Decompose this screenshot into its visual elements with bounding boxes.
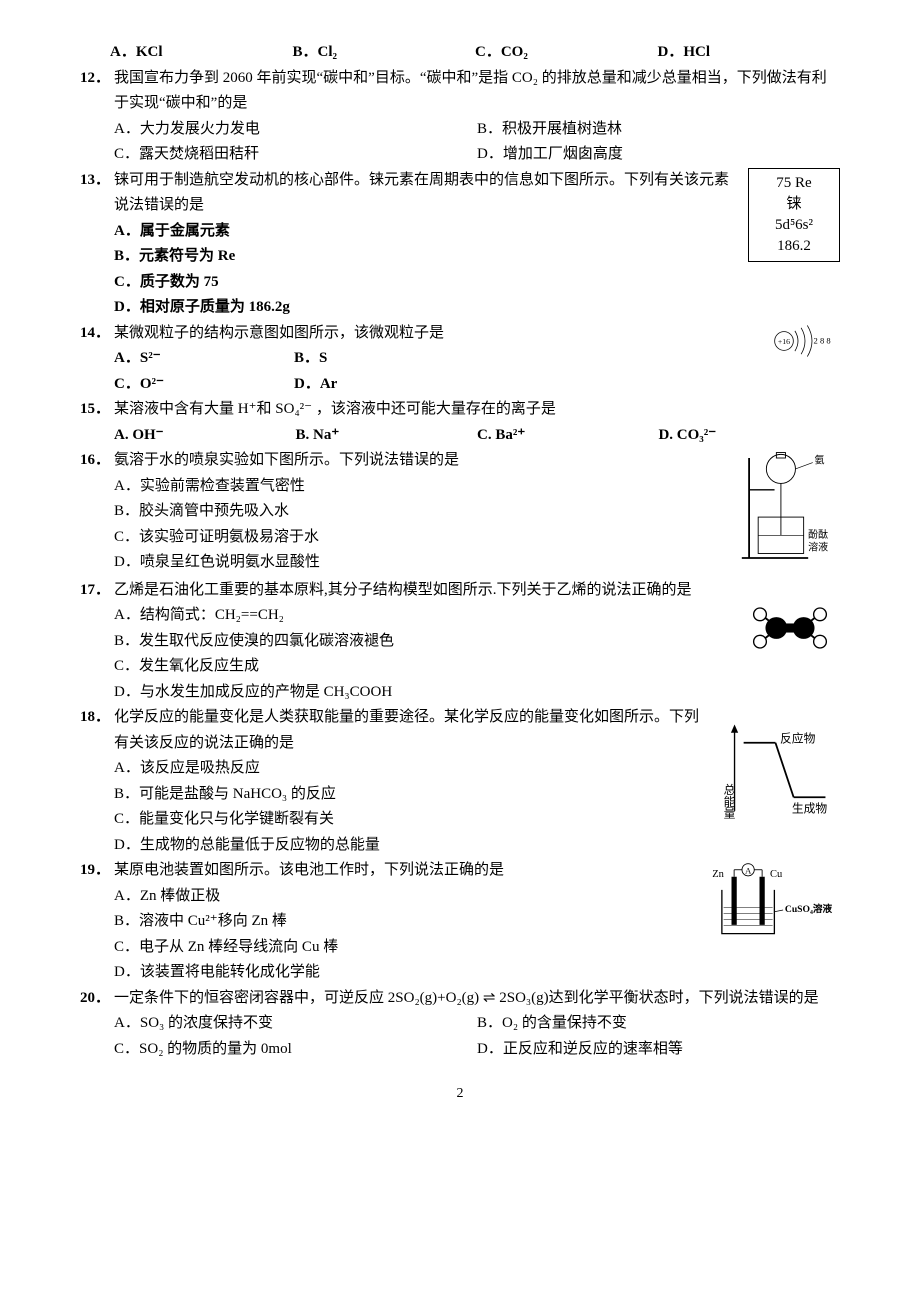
q13-stem: 铼可用于制造航空发动机的核心部件。铼元素在周期表中的信息如下图所示。下列有关该元… (114, 168, 840, 219)
q14-opt-c: C．O²⁻ (114, 372, 294, 398)
page-number: 2 (80, 1082, 840, 1106)
q11-opt-d: D．HCl (658, 40, 841, 66)
atom-shells-label: 2 8 8 (814, 335, 831, 345)
fig-label-ammonia: 氨 (815, 453, 825, 466)
q12-opt-d: D．增加工厂烟囱高度 (477, 142, 840, 168)
q13: 13． 75 Re 铼 5d⁵6s² 186.2 铼可用于制造航空发动机的核心部… (80, 168, 840, 321)
box-line4: 186.2 (749, 236, 839, 257)
q15-opt-c: C. Ba²⁺ (477, 423, 658, 449)
q14-stem: 某微观粒子的结构示意图如图所示，该微观粒子是 (114, 321, 840, 347)
q13-opt-b: B．元素符号为 Re (114, 244, 840, 270)
q16-opt-d: D．喷泉呈红色说明氨水显酸性 (114, 550, 840, 576)
q20-opt-b: B．O₂ 的含量保持不变 (477, 1011, 840, 1037)
q14-opt-a: A．S²⁻ (114, 346, 294, 372)
q14-opt-d: D．Ar (294, 372, 474, 398)
q12-stem: 我国宣布力争到 2060 年前实现“碳中和”目标。“碳中和”是指 CO₂ 的排放… (114, 66, 840, 117)
battery-diagram-icon: A Zn Cu CuSO₄溶液 (700, 858, 840, 958)
q16-opt-a: A．实验前需检查装置气密性 (114, 474, 840, 500)
q15-opt-a: A. OH⁻ (114, 423, 295, 449)
q17-opt-d: D．与水发生加成反应的产物是 CH₃COOH (114, 680, 840, 706)
energy-products: 生成物 (792, 802, 828, 816)
q17-opt-c: C．发生氧化反应生成 (114, 654, 840, 680)
energy-diagram-icon: 总能量 反应物 生成物 (720, 720, 840, 830)
q17-number: 17． (80, 578, 110, 604)
q20-opt-c: C．SO₂ 的物质的量为 0mol (114, 1037, 477, 1063)
q20-opt-d: D．正反应和逆反应的速率相等 (477, 1037, 840, 1063)
q17-opt-b: B．发生取代反应使溴的四氯化碳溶液褪色 (114, 629, 840, 655)
q19: 19． A Zn (80, 858, 840, 986)
periodic-element-box: 75 Re 铼 5d⁵6s² 186.2 (748, 168, 840, 262)
q18-opt-d: D．生成物的总能量低于反应物的总能量 (114, 833, 840, 859)
q13-opt-d: D．相对原子质量为 186.2g (114, 295, 840, 321)
q16-stem: 氨溶于水的喷泉实验如下图所示。下列说法错误的是 (114, 448, 840, 474)
fig-label-phenol2: 溶液 (808, 541, 828, 554)
q20-opt-a: A．SO₃ 的浓度保持不变 (114, 1011, 477, 1037)
cu-label: Cu (770, 869, 783, 880)
q15: 15． 某溶液中含有大量 H⁺和 SO₄²⁻ ，该溶液中还可能大量存在的离子是 … (80, 397, 840, 448)
q15-number: 15． (80, 397, 110, 423)
zn-label: Zn (712, 869, 724, 880)
q16: 16． 氨 酚酞 溶液 氨溶于水的喷泉实验如下图所示。下 (80, 448, 840, 578)
box-line3: 5d⁵6s² (749, 215, 839, 236)
q20: 20． 一定条件下的恒容密闭容器中，可逆反应 2SO₂(g)+O₂(g) ⇌ 2… (80, 986, 840, 1063)
q18: 18． 总能量 反应物 生成物 化学反应的能量变化是人类获取能量的重要途径。某化… (80, 705, 840, 858)
q18-number: 18． (80, 705, 110, 731)
q12-opt-c: C．露天焚烧稻田秸秆 (114, 142, 477, 168)
q16-number: 16． (80, 448, 110, 474)
box-line1: 75 Re (749, 173, 839, 194)
ethylene-model-icon (740, 598, 840, 668)
q17-stem: 乙烯是石油化工重要的基本原料,其分子结构模型如图所示.下列关于乙烯的说法正确的是 (114, 578, 840, 604)
q14-opt-b: B．S (294, 346, 474, 372)
q14: 14． +16 2 8 8 某微观粒子的结构示意图如图所示，该微观粒子是 A．S… (80, 321, 840, 398)
q13-opt-c: C．质子数为 75 (114, 270, 840, 296)
atom-nucleus-label: +16 (778, 337, 790, 346)
fountain-experiment-icon: 氨 酚酞 溶液 (740, 448, 840, 578)
q19-number: 19． (80, 858, 110, 884)
q16-opt-b: B．胶头滴管中预先吸入水 (114, 499, 840, 525)
atom-structure-icon: +16 2 8 8 (770, 321, 840, 371)
q17: 17． 乙烯是石油化工重要的基本原料,其分子结构模型如图所示.下列关于乙烯的说法… (80, 578, 840, 706)
q12-opt-a: A．大力发展火力发电 (114, 117, 477, 143)
energy-ylabel: 总能量 (722, 783, 736, 819)
q12: 12． 我国宣布力争到 2060 年前实现“碳中和”目标。“碳中和”是指 CO₂… (80, 66, 840, 168)
q20-stem: 一定条件下的恒容密闭容器中，可逆反应 2SO₂(g)+O₂(g) ⇌ 2SO₃(… (114, 986, 840, 1012)
q14-number: 14． (80, 321, 110, 347)
q12-number: 12． (80, 66, 110, 92)
q20-number: 20． (80, 986, 110, 1012)
q12-opt-b: B．积极开展植树造林 (477, 117, 840, 143)
q11-options: A．KCl B．Cl₂ C．CO₂ D．HCl (80, 40, 840, 66)
q13-opt-a: A．属于金属元素 (114, 219, 840, 245)
fig-label-phenol1: 酚酞 (808, 528, 828, 541)
ammeter-label: A (745, 865, 752, 875)
q11-opt-a: A．KCl (110, 40, 293, 66)
energy-reactants: 反应物 (780, 732, 816, 746)
q16-opt-c: C．该实验可证明氨极易溶于水 (114, 525, 840, 551)
q15-stem: 某溶液中含有大量 H⁺和 SO₄²⁻ ，该溶液中还可能大量存在的离子是 (114, 397, 840, 423)
q13-number: 13． (80, 168, 110, 194)
q15-opt-b: B. Na⁺ (296, 423, 477, 449)
q15-opt-d: D. CO₃²⁻ (658, 423, 839, 449)
q17-opt-a: A．结构简式：CH₂==CH₂ (114, 603, 840, 629)
q11-opt-b: B．Cl₂ (293, 40, 476, 66)
box-line2: 铼 (749, 194, 839, 215)
q19-opt-d: D．该装置将电能转化成化学能 (114, 960, 840, 986)
solution-label: CuSO₄溶液 (785, 903, 833, 915)
q11-opt-c: C．CO₂ (475, 40, 658, 66)
